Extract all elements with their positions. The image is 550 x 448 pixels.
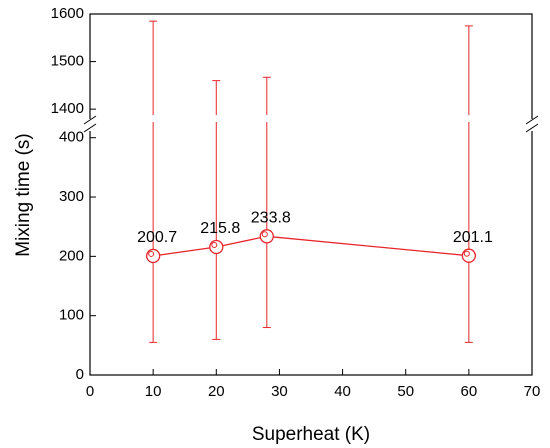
x-axis-title: Superheat (K) [252, 424, 370, 445]
y-axis-title: Mixing time (s) [13, 133, 34, 257]
x-tick-label: 70 [524, 383, 541, 400]
line [153, 235, 469, 257]
plot-frame [89, 13, 533, 376]
point-inner [211, 241, 218, 248]
x-tick-label: 50 [397, 383, 414, 400]
x-tick-label: 40 [334, 383, 351, 400]
axis-break [83, 115, 539, 133]
value-label: 200.7 [137, 229, 177, 246]
y-tick-label: 1500 [51, 53, 84, 70]
x-tick-label: 60 [461, 383, 478, 400]
x-tick-label: 0 [86, 383, 94, 400]
point-inner [463, 250, 470, 257]
y-tick-label: 0 [76, 366, 84, 383]
x-tick-label: 20 [208, 383, 225, 400]
break-mark [525, 115, 539, 125]
y-tick-label: 100 [59, 307, 84, 324]
break-mark [83, 115, 97, 125]
y-tick-label: 400 [59, 129, 84, 146]
break-mark [83, 123, 97, 133]
point-inner [261, 231, 268, 238]
value-label: 201.1 [453, 229, 493, 246]
y-tick-label: 200 [59, 247, 84, 264]
y-tick-label: 1600 [51, 5, 84, 22]
point-inner [148, 250, 155, 257]
x-tick-label: 10 [145, 383, 162, 400]
x-tick-label: 30 [271, 383, 288, 400]
y-tick-label: 300 [59, 188, 84, 205]
y-tick-label: 1400 [51, 100, 84, 117]
break-mark [525, 123, 539, 133]
value-label: 233.8 [251, 210, 291, 227]
value-label: 215.8 [200, 220, 240, 237]
